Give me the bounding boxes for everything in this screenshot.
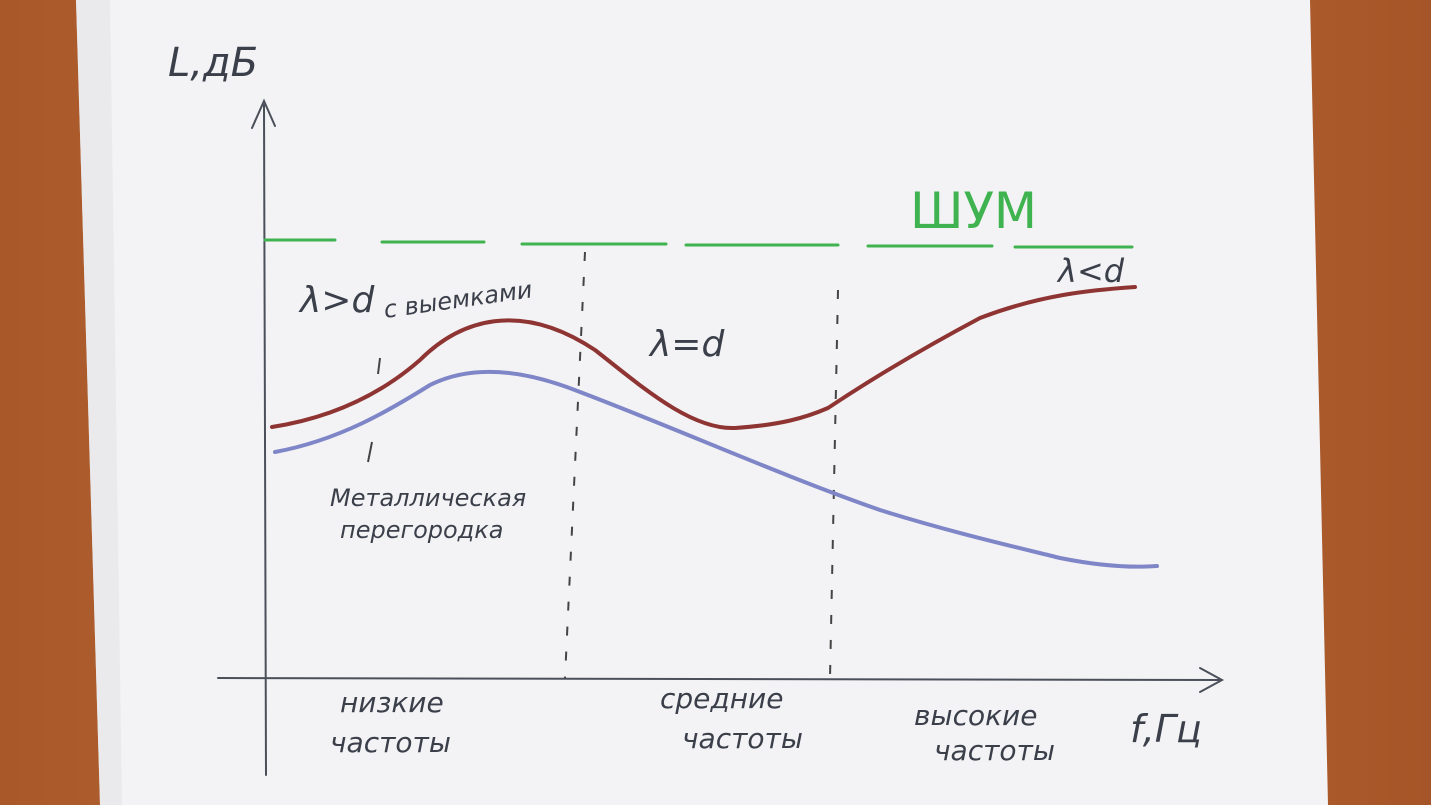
- x-axis-arrow-icon: [1199, 667, 1225, 693]
- lower-curve-label-line2: перегородка: [340, 516, 503, 544]
- band-mid-line2: частоты: [682, 722, 803, 755]
- paper-sheet: [76, 0, 1328, 805]
- band-separators: [564, 251, 839, 679]
- paper-edge-shadow: [76, 0, 122, 805]
- band-high-line1: высокие: [914, 699, 1037, 732]
- band-low-line2: частоты: [330, 726, 451, 759]
- x-axis-label: f,Гц: [1130, 707, 1202, 751]
- axes: [217, 98, 1225, 776]
- region-low-condition: λ>d: [298, 280, 375, 321]
- y-axis-label: L,дБ: [168, 40, 258, 86]
- region-high-condition: λ<d: [1056, 252, 1125, 290]
- x-axis: [217, 677, 1221, 681]
- tick-marks: [367, 357, 381, 463]
- separator-low-mid: [564, 251, 586, 679]
- curve-metal-partition: [273, 369, 1159, 569]
- band-high-line2: частоты: [934, 734, 1055, 767]
- region-mid-condition: λ=d: [648, 324, 725, 365]
- lower-curve-label-line1: Металлическая: [330, 484, 526, 512]
- y-axis: [263, 104, 267, 776]
- noise-label: ШУМ: [910, 182, 1037, 240]
- band-low-line1: низкие: [340, 686, 444, 719]
- y-axis-arrow-icon: [251, 98, 276, 129]
- noise-level-line: [263, 238, 1134, 249]
- band-mid-line1: средние: [660, 682, 783, 715]
- curve-with-notches: [270, 285, 1137, 431]
